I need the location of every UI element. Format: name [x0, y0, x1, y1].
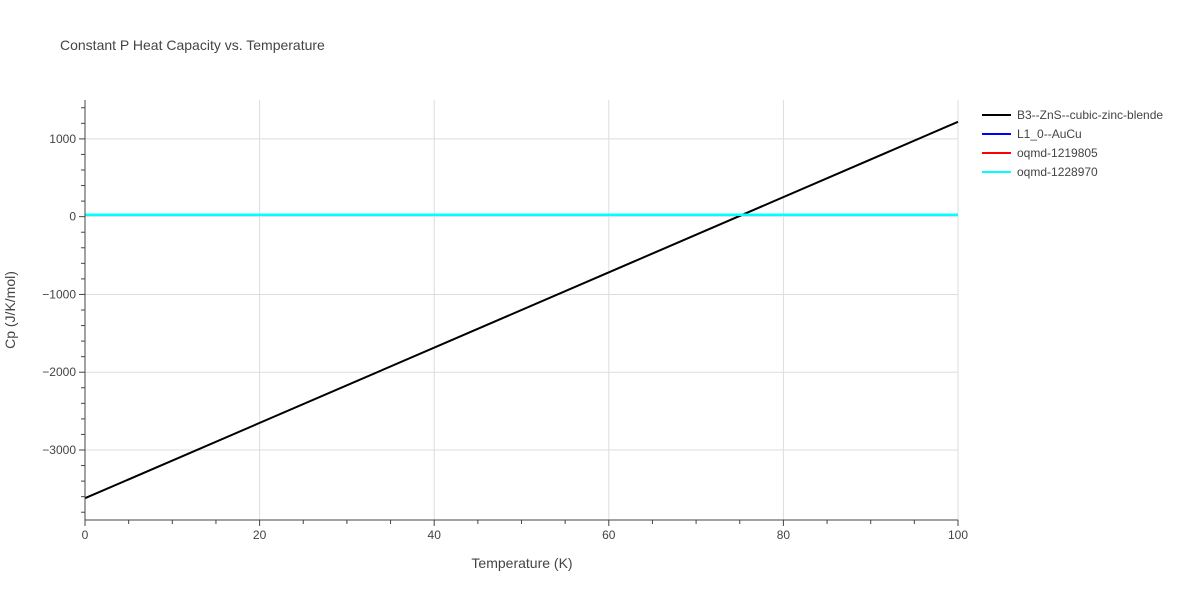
x-tick-label: 100: [948, 528, 968, 542]
grid: [85, 100, 959, 520]
y-tick-label: 1000: [49, 132, 76, 146]
x-tick-label: 60: [602, 528, 616, 542]
series-lines: [84, 120, 959, 500]
legend-item-2[interactable]: oqmd-1219805: [982, 146, 1098, 160]
legend-item-3[interactable]: oqmd-1228970: [982, 165, 1098, 179]
y-axis-title: Cp (J/K/mol): [2, 271, 18, 349]
y-tick-label: −1000: [42, 287, 76, 301]
y-tick-label: −3000: [42, 443, 76, 457]
x-axis-title: Temperature (K): [471, 555, 572, 571]
legend-label: L1_0--AuCu: [1017, 127, 1082, 141]
axes: 0 20 40 60 80 100 −3000 −2000 −1000 0 1000: [42, 100, 968, 542]
x-tick-label: 40: [428, 528, 442, 542]
y-tick-label: 0: [69, 210, 76, 224]
x-tick-label: 0: [82, 528, 89, 542]
legend-label: oqmd-1228970: [1017, 165, 1098, 179]
legend-item-0[interactable]: B3--ZnS--cubic-zinc-blende: [982, 108, 1163, 122]
x-tick-label: 20: [253, 528, 267, 542]
y-tick-label: −2000: [42, 365, 76, 379]
legend-label: oqmd-1219805: [1017, 146, 1098, 160]
legend-item-1[interactable]: L1_0--AuCu: [982, 127, 1082, 141]
series-line-0: [84, 120, 959, 500]
x-tick-label: 80: [777, 528, 791, 542]
legend-label: B3--ZnS--cubic-zinc-blende: [1017, 108, 1163, 122]
legend[interactable]: B3--ZnS--cubic-zinc-blende L1_0--AuCuoqmd…: [982, 108, 1163, 179]
chart-title: Constant P Heat Capacity vs. Temperature: [60, 37, 325, 53]
